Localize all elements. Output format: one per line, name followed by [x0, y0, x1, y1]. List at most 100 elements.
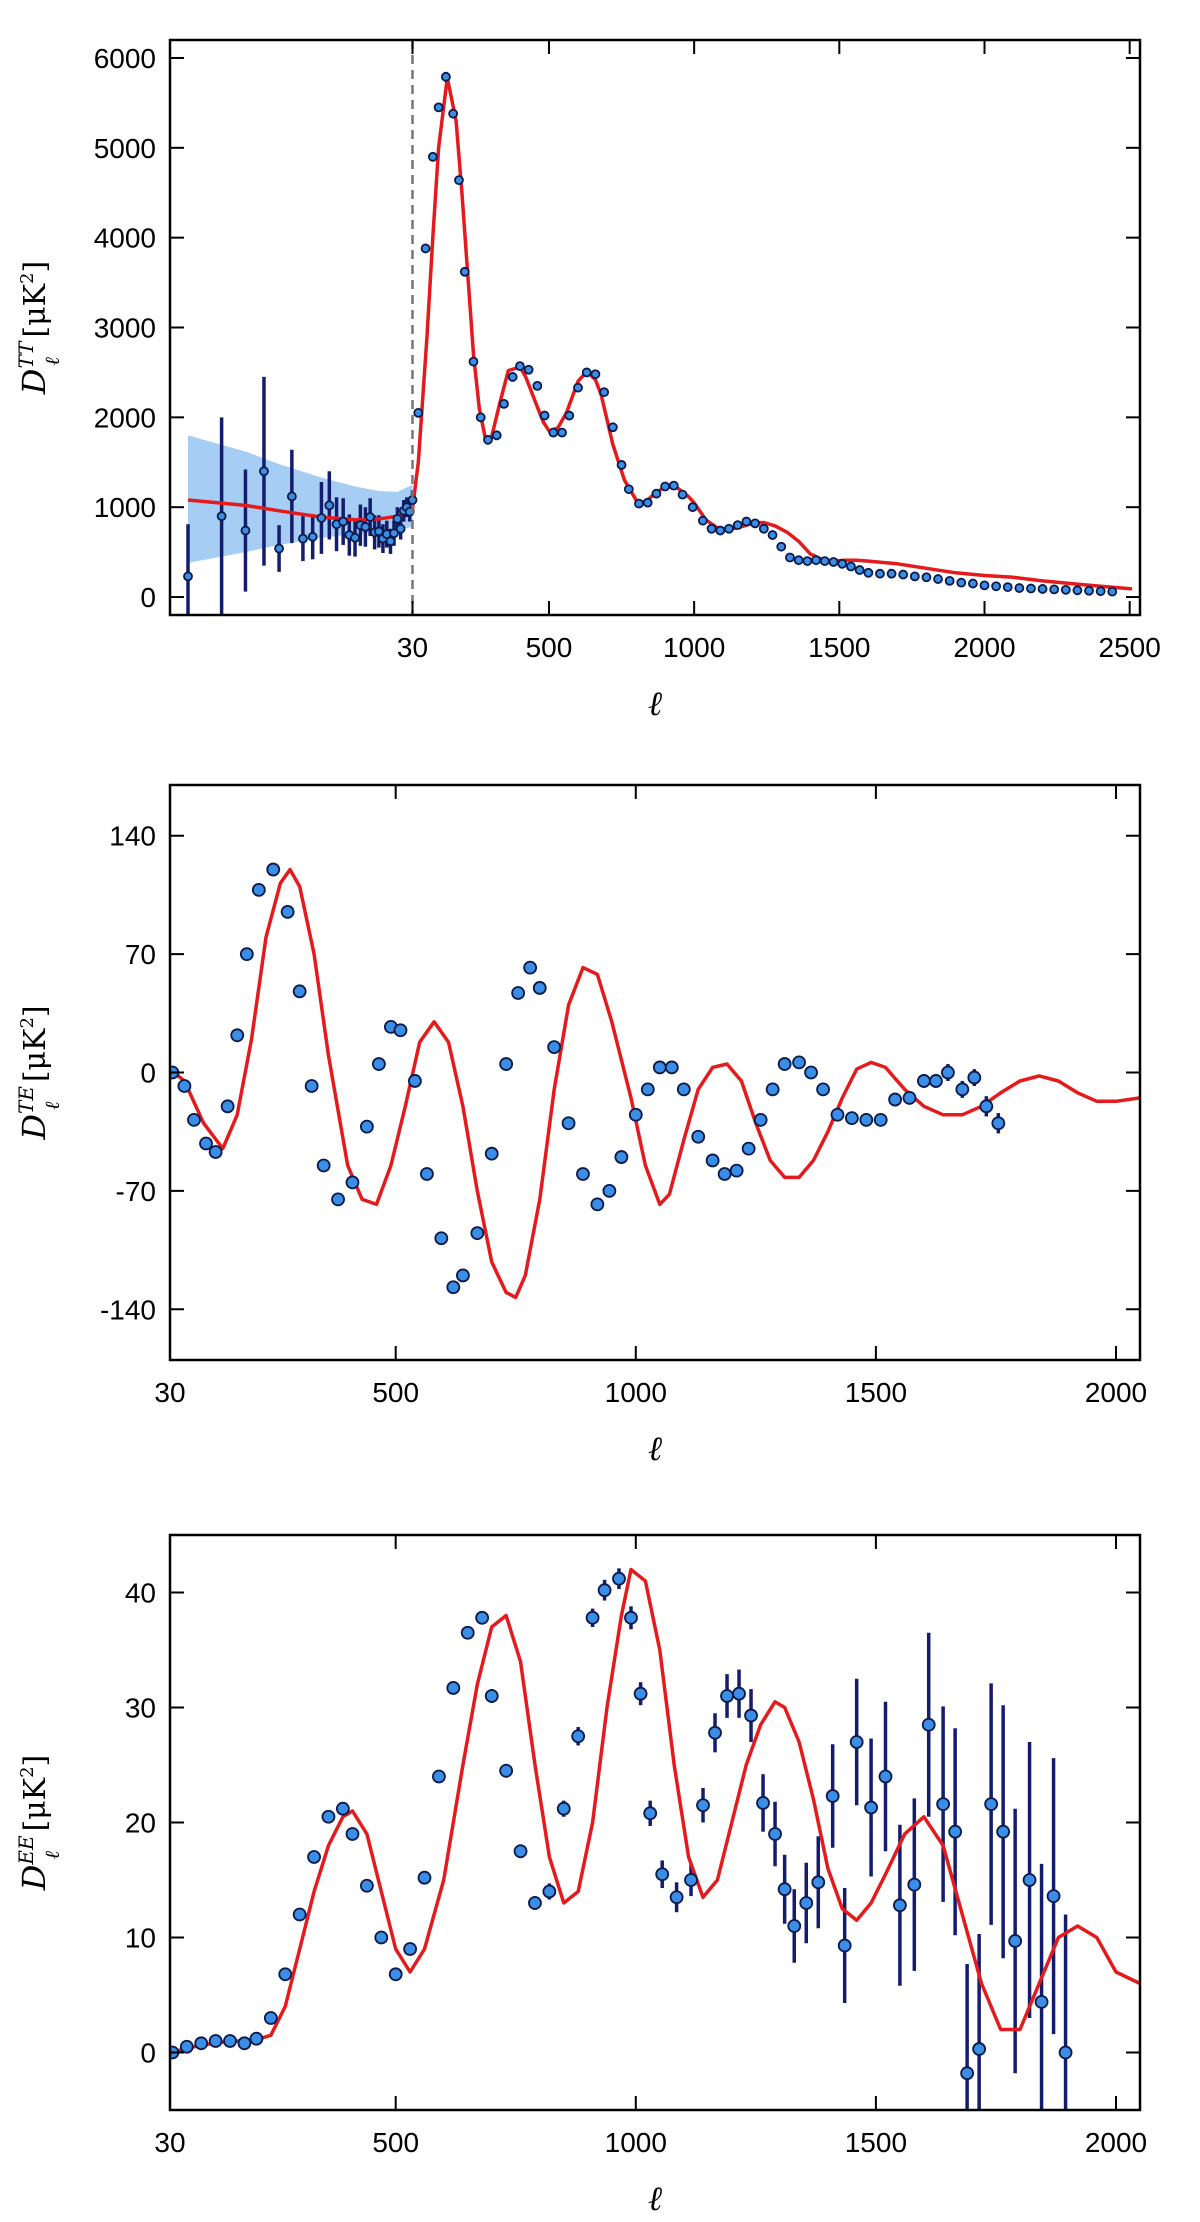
ee-data-point	[179, 2039, 194, 2054]
te-data-point	[830, 1107, 845, 1122]
te-data-point	[199, 1136, 213, 1151]
tt-data-point	[385, 536, 396, 547]
ee-data-point	[223, 2034, 237, 2048]
te-data-point	[859, 1112, 874, 1127]
tt-x-tick-label: 1000	[663, 632, 725, 663]
ee-data-point	[768, 1827, 782, 1841]
tt-data-point	[828, 557, 839, 567]
ee-data-point	[475, 1610, 490, 1625]
tt-data-point	[1107, 586, 1118, 597]
tt-data-point	[395, 523, 406, 534]
tt-data-point	[1084, 585, 1094, 596]
ee-data-point	[972, 2042, 987, 2056]
tt-data-point	[687, 502, 698, 513]
te-data-point	[251, 882, 266, 897]
ee-y-tick-label: 30	[125, 1693, 156, 1724]
te-data-point	[628, 1107, 643, 1122]
tt-data-point	[1072, 585, 1083, 596]
tt-data-point	[440, 71, 451, 82]
tt-plot-area	[183, 0, 1133, 615]
te-data-point	[816, 1082, 830, 1097]
tt-data-point	[507, 372, 518, 382]
te-x-tick-label: 500	[372, 1377, 419, 1408]
ee-x-tick-label: 1000	[605, 2127, 667, 2158]
ee-data-point	[278, 1967, 293, 1982]
te-data-point	[266, 862, 281, 877]
tt-data-point	[909, 571, 920, 582]
ee-y-tick-label: 20	[125, 1808, 156, 1839]
tt-data-point	[697, 515, 708, 526]
te-y-label-part: ℓ	[40, 1101, 64, 1110]
te-data-point	[371, 1057, 386, 1071]
tt-data-point	[599, 387, 610, 398]
tt-data-point	[776, 541, 787, 552]
te-data-point	[331, 1192, 345, 1207]
ee-data-point	[643, 1806, 658, 1821]
ee-data-point	[1058, 2045, 1073, 2060]
ee-y-label-part: EE	[14, 1835, 38, 1866]
tt-data-point	[1095, 586, 1106, 597]
tt-x-tick-label: 2000	[953, 632, 1015, 663]
tt-data-point	[523, 364, 534, 375]
ee-data-point	[756, 1796, 770, 1810]
ee-data-point	[345, 1827, 360, 1841]
ee-data-point	[528, 1896, 542, 1910]
ee-data-point	[960, 2066, 975, 2081]
tt-y-tick-label: 2000	[94, 402, 156, 433]
te-data-point	[393, 1023, 408, 1038]
te-data-point	[220, 1099, 235, 1114]
ee-y-label-part: ℓ	[40, 1850, 64, 1859]
te-data-point	[729, 1163, 744, 1178]
te-x-tick-label: 30	[154, 1377, 185, 1408]
ee-data-point	[1022, 1873, 1037, 1887]
ee-data-point	[907, 1877, 922, 1892]
te-model-curve	[170, 867, 1140, 1300]
tt-data-point	[785, 552, 795, 563]
ee-data-point	[996, 1824, 1011, 1839]
te-x-tick-label: 1500	[845, 1377, 907, 1408]
tt-data-point	[837, 558, 848, 569]
te-y-label-part: 2	[17, 1017, 38, 1028]
te-data-point	[844, 1111, 859, 1126]
ee-data-point	[446, 1681, 461, 1695]
tt-data-point	[1120, 0, 1128, 4]
ee-data-point	[684, 1873, 698, 1887]
tt-data-point	[532, 380, 543, 391]
ee-data-point	[864, 1800, 878, 1815]
ee-x-tick-label: 1500	[845, 2127, 907, 2158]
ee-x-tick-label: 2000	[1085, 2127, 1147, 2158]
te-data-point	[717, 1167, 732, 1181]
tt-y-label-part: 2	[17, 273, 38, 284]
tt-data-point	[427, 151, 438, 162]
te-y-label-part: [μK	[18, 1028, 53, 1092]
ee-data-point	[417, 1870, 432, 1885]
tt-data-point	[483, 434, 493, 445]
ee-y-label-part: D	[15, 1865, 53, 1892]
tt-data-point	[898, 569, 909, 580]
tt-data-point	[581, 367, 592, 378]
ee-data-point	[849, 1735, 864, 1749]
tt-data-point	[767, 530, 778, 540]
ee-plot-area	[170, 1567, 1140, 2110]
ee-data-point	[633, 1686, 648, 1701]
tt-y-label-part: ]	[18, 261, 53, 273]
tt-y-label-part: D	[15, 369, 53, 396]
ee-data-point	[571, 1729, 586, 1744]
tt-x-tick-label: 2500	[1099, 632, 1161, 663]
tt-data-point	[468, 356, 479, 367]
tt-data-point	[750, 518, 761, 529]
te-data-point	[576, 1167, 590, 1181]
te-x-tick-label: 1000	[605, 1377, 667, 1408]
ee-data-point	[948, 1824, 963, 1839]
tt-data-point	[433, 102, 444, 113]
te-data-point	[561, 1116, 576, 1131]
ee-data-point	[696, 1798, 710, 1813]
te-data-point	[177, 1079, 192, 1093]
te-y-label-part: ]	[18, 1005, 53, 1017]
ee-y-tick-label: 0	[140, 2038, 156, 2069]
te-data-point	[511, 986, 526, 1000]
tt-y-tick-label: 1000	[94, 492, 156, 523]
ee-data-point	[936, 1797, 951, 1811]
tt-x-tick-label: 1500	[808, 632, 870, 663]
te-data-point	[470, 1226, 485, 1241]
